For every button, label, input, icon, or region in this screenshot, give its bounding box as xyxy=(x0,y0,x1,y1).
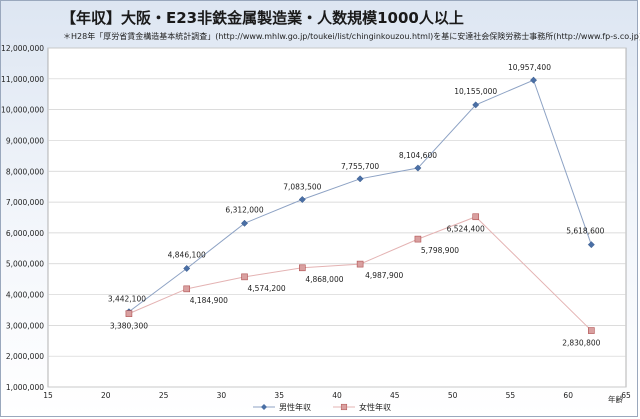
legend-label: 男性年収 xyxy=(279,402,311,412)
data-point-male xyxy=(241,219,249,227)
series-marks xyxy=(125,76,595,334)
series-line-female xyxy=(128,216,592,331)
data-point-female xyxy=(472,213,480,221)
data-point-male xyxy=(530,76,538,84)
data-label: 4,574,200 xyxy=(248,284,286,293)
data-label: 2,830,800 xyxy=(562,339,600,348)
data-label: 10,957,400 xyxy=(508,63,551,72)
y-tick-label: 8,000,000 xyxy=(6,167,44,176)
y-tick-label: 11,000,000 xyxy=(1,75,44,84)
data-label: 4,846,100 xyxy=(168,250,206,259)
legend-label: 女性年収 xyxy=(359,402,391,412)
y-tick-label: 1,000,000 xyxy=(6,383,44,392)
data-label: 3,380,300 xyxy=(110,322,148,331)
data-label: 6,524,400 xyxy=(447,225,485,234)
y-tick-label: 3,000,000 xyxy=(6,321,44,330)
y-tick-label: 2,000,000 xyxy=(6,352,44,361)
data-label: 3,442,100 xyxy=(108,295,146,304)
data-point-male xyxy=(183,264,191,272)
y-tick-label: 12,000,000 xyxy=(1,44,44,53)
data-point-female xyxy=(356,260,364,268)
data-point-male xyxy=(414,164,422,172)
y-tick-label: 10,000,000 xyxy=(1,106,44,115)
data-point-female xyxy=(299,264,306,272)
data-point-female xyxy=(414,235,422,243)
x-axis-ticks: 15 20 25 30 35 40 45 50 55 60 65 xyxy=(43,391,631,400)
x-tick-label: 45 xyxy=(390,391,400,400)
data-point-female xyxy=(241,273,248,281)
x-tick-label: 55 xyxy=(506,391,516,400)
x-tick-label: 15 xyxy=(43,391,53,400)
y-tick-label: 7,000,000 xyxy=(6,198,44,207)
x-tick-label: 65 xyxy=(621,391,631,400)
y-tick-label: 9,000,000 xyxy=(6,136,44,145)
x-tick-label: 40 xyxy=(332,391,342,400)
y-tick-label: 6,000,000 xyxy=(6,229,44,238)
gridlines xyxy=(48,47,626,388)
data-label: 4,868,000 xyxy=(305,275,343,284)
x-tick-label: 30 xyxy=(217,391,227,400)
data-point-female xyxy=(125,310,133,317)
x-tick-label: 20 xyxy=(101,391,111,400)
data-label: 7,083,500 xyxy=(283,183,321,192)
legend: 男性年収 女性年収 xyxy=(253,402,391,412)
data-point-female xyxy=(588,327,595,334)
x-tick-label: 50 xyxy=(448,391,458,400)
data-point-female xyxy=(183,285,191,293)
data-label: 4,184,900 xyxy=(190,296,228,305)
chart-subtitle: ＊H28年「厚労省賃金構造基本統計調査」(http://www.mhlw.go.… xyxy=(63,32,640,41)
chart-title: 【年収】大阪・E23非鉄金属製造業・人数規模1000人以上 xyxy=(61,9,464,27)
x-tick-label: 60 xyxy=(563,391,573,400)
legend-marker-diamond xyxy=(261,404,267,410)
data-label: 5,798,900 xyxy=(421,246,459,255)
data-point-male xyxy=(472,101,480,109)
x-tick-label: 35 xyxy=(274,391,284,400)
data-label: 6,312,000 xyxy=(225,205,263,214)
y-axis-ticks: 1,000,000 2,000,000 3,000,000 4,000,000 5,00… xyxy=(1,44,44,392)
legend-marker-square xyxy=(340,403,348,411)
x-tick-label: 25 xyxy=(159,391,169,400)
data-label: 4,987,900 xyxy=(365,271,403,280)
y-tick-label: 4,000,000 xyxy=(6,291,44,300)
data-point-male xyxy=(587,241,595,249)
data-label: 7,755,700 xyxy=(341,162,379,171)
data-label: 10,155,000 xyxy=(454,87,497,96)
y-tick-label: 5,000,000 xyxy=(6,260,44,269)
data-point-male xyxy=(356,175,364,183)
x-axis-label: 年齢 xyxy=(608,394,623,404)
data-labels: 3,442,100 4,846,100 6,312,000 7,083,500 7,75… xyxy=(108,63,605,347)
data-label: 8,104,600 xyxy=(399,151,437,160)
data-label: 5,618,600 xyxy=(566,227,604,236)
data-point-male xyxy=(298,196,306,204)
plot-area xyxy=(47,47,627,388)
